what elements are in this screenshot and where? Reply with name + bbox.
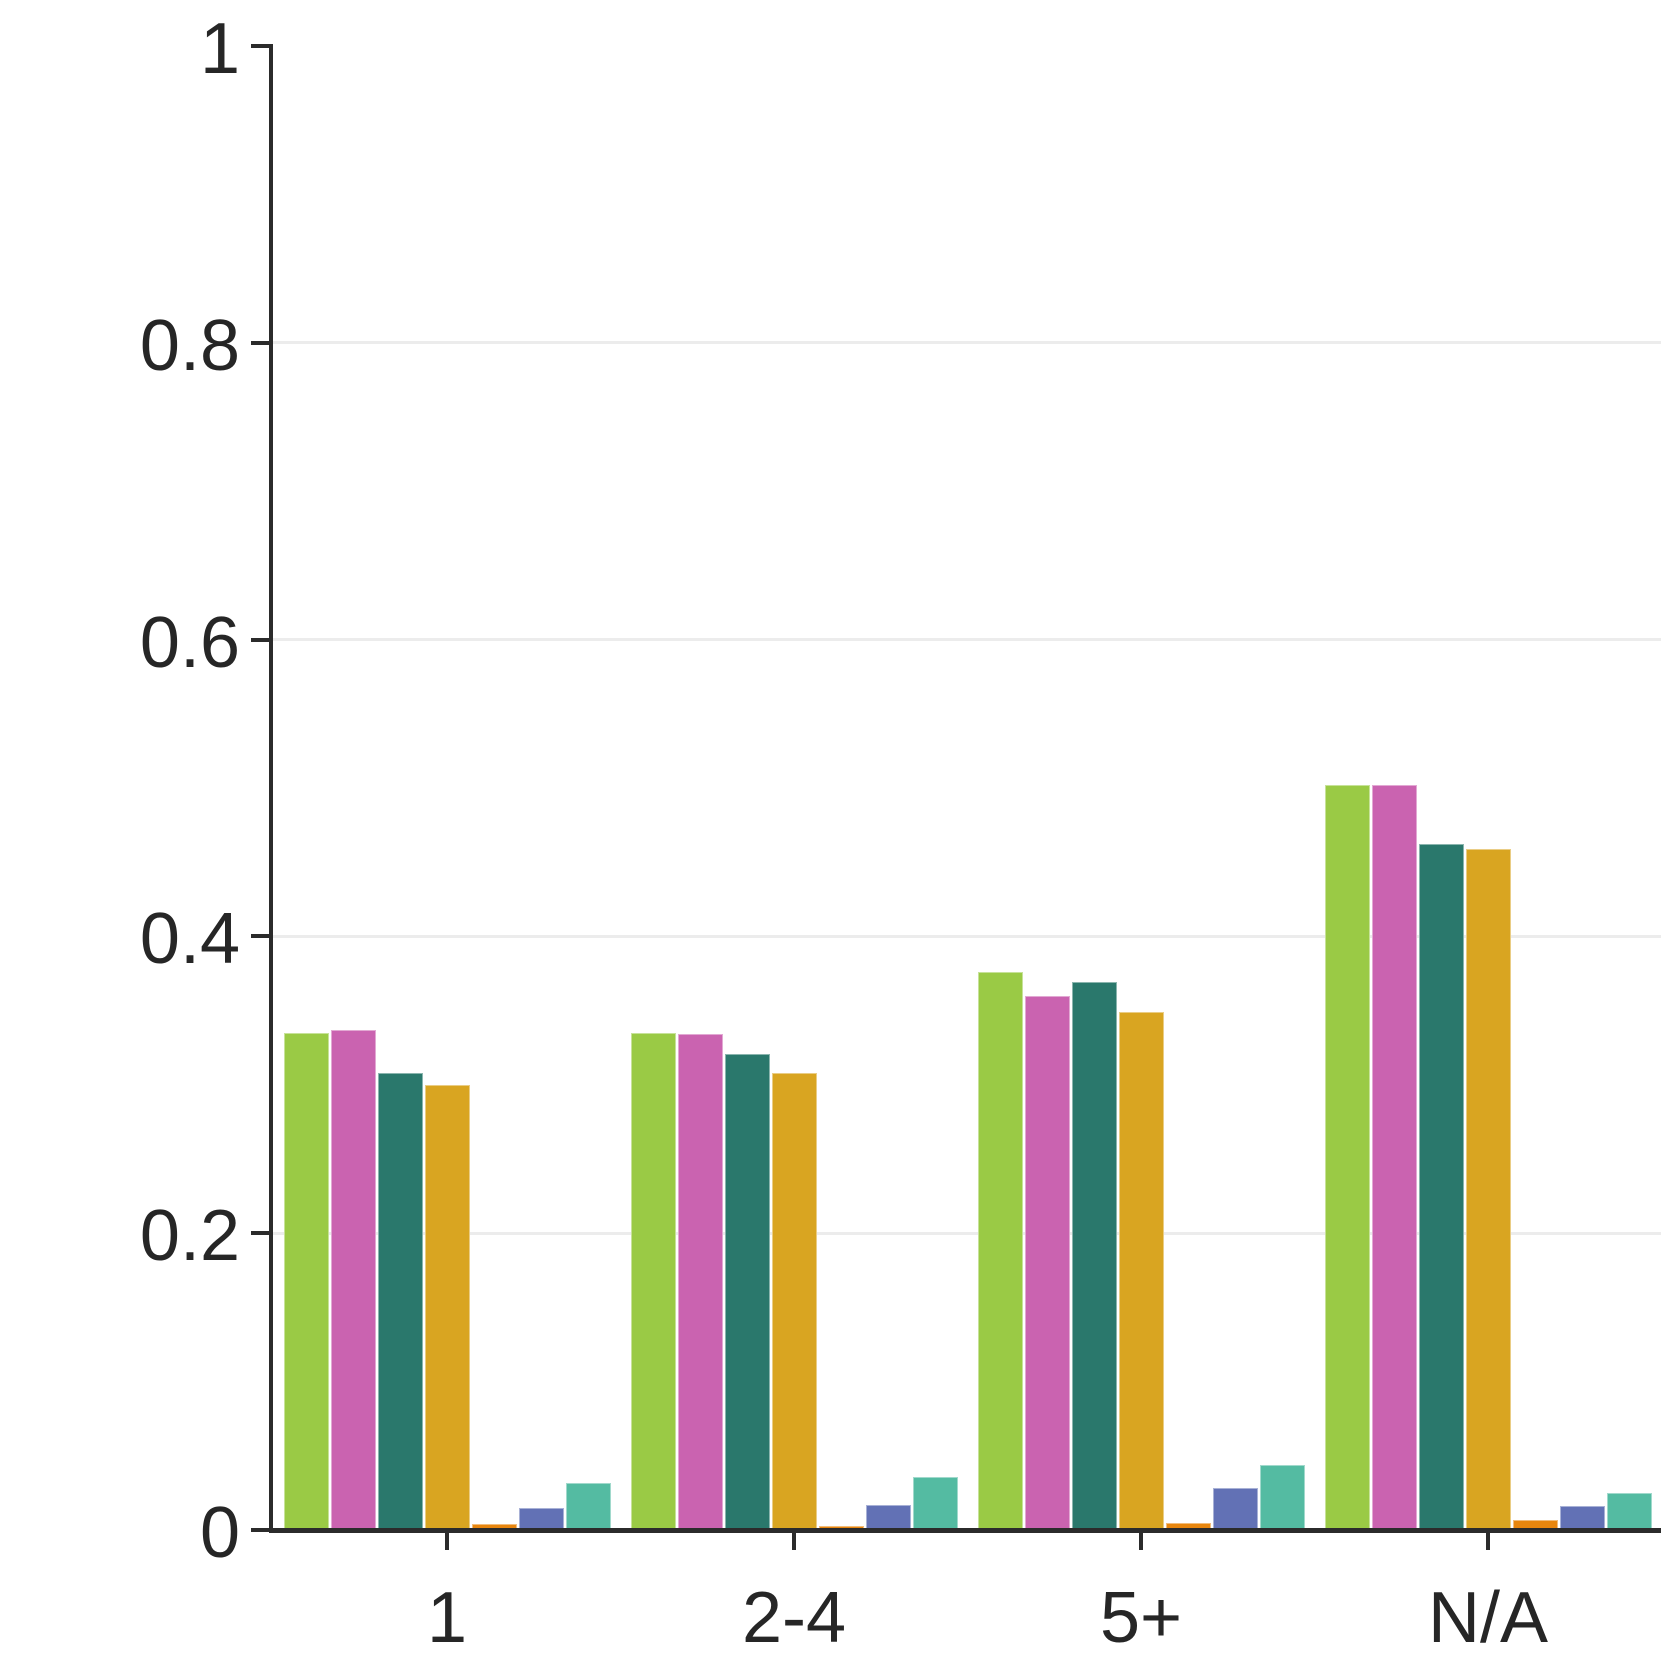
bar-dark-teal (1071, 982, 1117, 1530)
y-tick-label: 0.4 (139, 899, 240, 980)
x-tick (1139, 1532, 1143, 1550)
bar-orange (1165, 1523, 1211, 1530)
bar-gold (1118, 1012, 1164, 1530)
y-tick-label: 0.8 (139, 305, 240, 386)
x-tick (792, 1532, 796, 1550)
bar-yellow-green (283, 1033, 329, 1530)
gridline (271, 934, 1661, 938)
bar-gold (771, 1073, 817, 1530)
gridline (271, 1231, 1661, 1235)
bar-dark-teal (724, 1054, 770, 1530)
y-axis-spine (269, 44, 273, 1532)
bar-blue-purple (1559, 1506, 1605, 1530)
y-tick (251, 1528, 271, 1532)
y-tick (251, 934, 271, 939)
x-tick-label: 5+ (1099, 1578, 1183, 1658)
bar-yellow-green (1324, 785, 1370, 1530)
bar-magenta (1371, 785, 1417, 1530)
bar-blue-purple (865, 1505, 911, 1530)
x-tick-label: 2-4 (741, 1578, 847, 1658)
bar-dark-teal (377, 1073, 423, 1530)
bar-gold (1465, 849, 1511, 1530)
y-tick-label: 1 (199, 9, 240, 89)
y-tick (251, 340, 271, 345)
bar-mint (912, 1477, 958, 1530)
bar-orange (471, 1524, 517, 1530)
bar-blue-purple (1212, 1488, 1258, 1530)
bar-yellow-green (977, 972, 1023, 1530)
y-tick (251, 1231, 271, 1236)
bar-dark-teal (1418, 844, 1464, 1530)
bar-orange (1512, 1520, 1558, 1530)
bar-mint (1606, 1493, 1652, 1530)
y-tick-label: 0.2 (139, 1196, 240, 1277)
x-tick (1486, 1532, 1490, 1550)
y-tick-label: 0 (199, 1493, 240, 1573)
bar-magenta (330, 1030, 376, 1530)
bar-magenta (677, 1034, 723, 1530)
bar-mint (1259, 1465, 1305, 1530)
x-tick-label: 1 (426, 1578, 468, 1658)
bar-magenta (1024, 996, 1070, 1530)
y-tick (251, 637, 271, 642)
gridline (271, 638, 1661, 642)
gridline (271, 341, 1661, 345)
x-axis-baseline (269, 1527, 1661, 1533)
bar-mint (565, 1483, 611, 1530)
bar-yellow-green (630, 1033, 676, 1530)
x-tick-label: N/A (1427, 1578, 1549, 1658)
y-tick-label: 0.6 (139, 602, 240, 683)
bar-gold (424, 1085, 470, 1530)
bar-blue-purple (518, 1508, 564, 1530)
y-tick (251, 44, 271, 48)
x-tick (445, 1532, 449, 1550)
